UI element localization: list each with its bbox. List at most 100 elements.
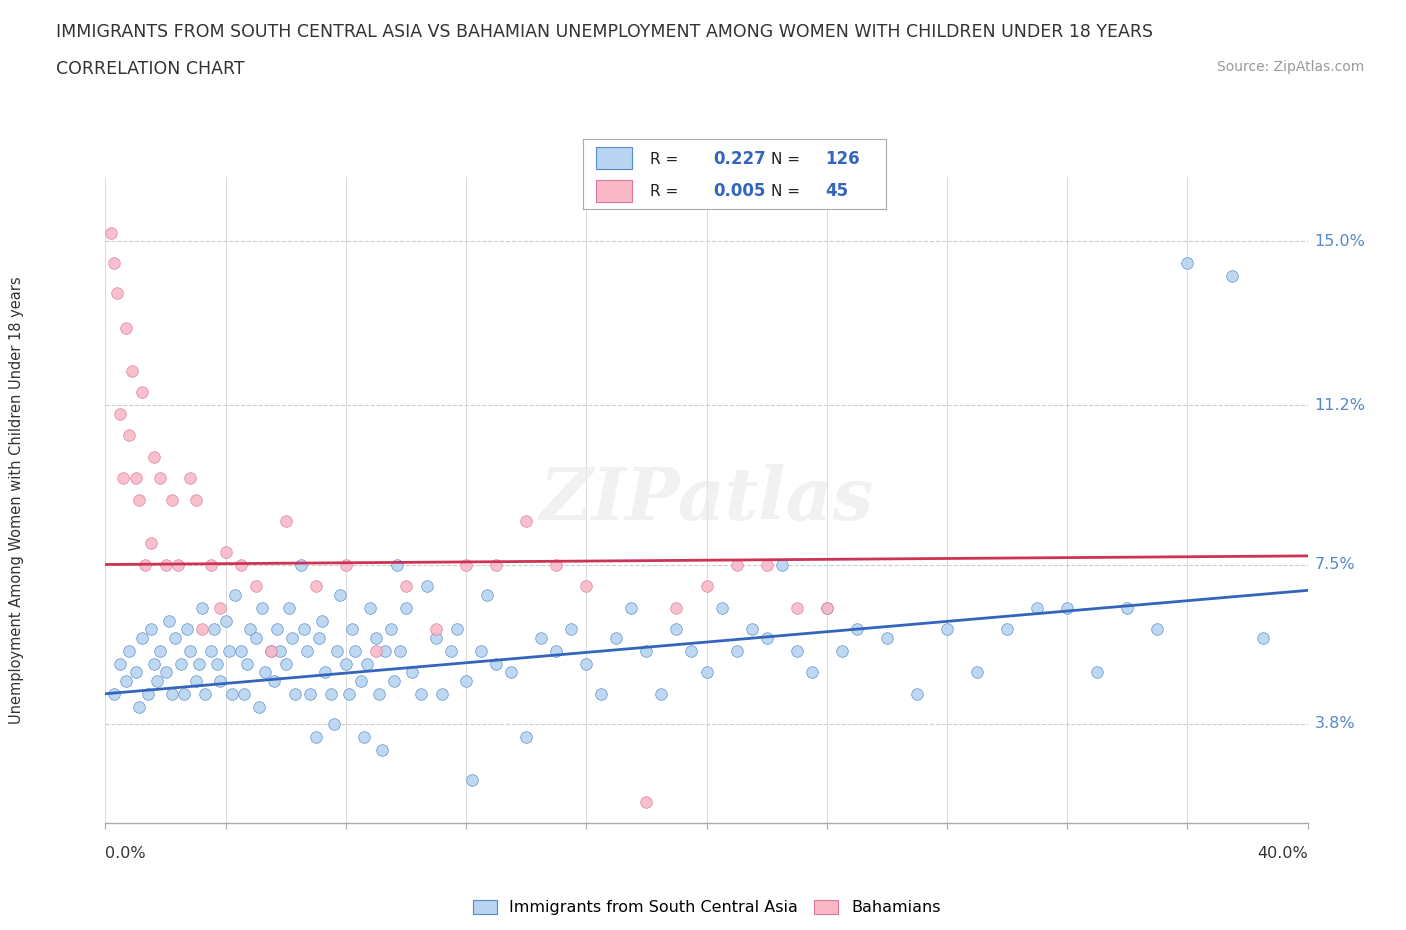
Point <box>710 600 733 615</box>
Point <box>208 673 231 688</box>
Point <box>115 320 138 335</box>
Point <box>485 657 508 671</box>
Point <box>179 471 201 485</box>
Point <box>194 686 217 701</box>
Point <box>136 686 159 701</box>
Point <box>815 600 838 615</box>
Point <box>515 514 537 529</box>
Point <box>202 622 225 637</box>
Point <box>155 665 177 680</box>
Point <box>247 699 270 714</box>
Point <box>1146 622 1168 637</box>
Point <box>290 557 312 572</box>
Text: 126: 126 <box>825 150 860 168</box>
Point <box>131 385 153 400</box>
Point <box>591 686 613 701</box>
Text: CORRELATION CHART: CORRELATION CHART <box>56 60 245 78</box>
Point <box>274 514 297 529</box>
Point <box>620 600 643 615</box>
Point <box>770 557 793 572</box>
Point <box>281 631 304 645</box>
Point <box>395 578 418 593</box>
Point <box>190 600 212 615</box>
Point <box>725 557 748 572</box>
Point <box>103 256 125 271</box>
Point <box>650 686 672 701</box>
Point <box>329 587 352 602</box>
Point <box>456 557 478 572</box>
Point <box>176 622 198 637</box>
Point <box>128 493 150 508</box>
Point <box>110 657 132 671</box>
Point <box>430 686 453 701</box>
Point <box>277 600 299 615</box>
Point <box>214 613 236 628</box>
Point <box>142 657 165 671</box>
Text: 0.227: 0.227 <box>713 150 766 168</box>
Point <box>292 622 315 637</box>
Point <box>269 644 291 658</box>
Point <box>831 644 853 658</box>
Text: 45: 45 <box>825 182 848 200</box>
Point <box>221 686 243 701</box>
Point <box>374 644 396 658</box>
Point <box>1222 269 1244 284</box>
Point <box>409 686 432 701</box>
Point <box>681 644 703 658</box>
Point <box>800 665 823 680</box>
Point <box>200 557 222 572</box>
Point <box>786 600 808 615</box>
Text: Source: ZipAtlas.com: Source: ZipAtlas.com <box>1216 60 1364 74</box>
Point <box>314 665 336 680</box>
Point <box>305 729 328 744</box>
Point <box>190 622 212 637</box>
Point <box>725 644 748 658</box>
Point <box>356 657 378 671</box>
Point <box>340 622 363 637</box>
Point <box>1056 600 1078 615</box>
Point <box>359 600 381 615</box>
Point <box>1175 256 1198 271</box>
Point <box>845 622 868 637</box>
Point <box>311 613 333 628</box>
Point <box>142 449 165 464</box>
Point <box>515 729 537 744</box>
Point <box>121 363 143 378</box>
Point <box>546 644 568 658</box>
Text: R =: R = <box>650 183 683 199</box>
Point <box>139 622 162 637</box>
Point <box>815 600 838 615</box>
Point <box>112 471 135 485</box>
Point <box>371 742 394 757</box>
Point <box>266 622 288 637</box>
Point <box>155 557 177 572</box>
Point <box>501 665 523 680</box>
Point <box>308 631 330 645</box>
FancyBboxPatch shape <box>596 147 631 169</box>
Point <box>214 544 236 559</box>
Text: N =: N = <box>770 152 804 166</box>
Point <box>636 644 658 658</box>
Point <box>440 644 463 658</box>
Point <box>110 406 132 421</box>
Point <box>425 631 447 645</box>
Text: N =: N = <box>770 183 804 199</box>
Point <box>485 557 508 572</box>
Point <box>128 699 150 714</box>
Text: 7.5%: 7.5% <box>1315 557 1355 572</box>
Point <box>326 644 349 658</box>
Point <box>218 644 240 658</box>
Point <box>343 644 366 658</box>
Point <box>295 644 318 658</box>
Point <box>148 644 170 658</box>
Point <box>229 557 252 572</box>
Point <box>388 644 411 658</box>
Point <box>250 600 273 615</box>
Point <box>337 686 360 701</box>
Text: 0.0%: 0.0% <box>105 846 146 861</box>
Point <box>385 557 408 572</box>
Point <box>322 716 344 731</box>
Point <box>319 686 342 701</box>
Point <box>179 644 201 658</box>
Point <box>560 622 582 637</box>
